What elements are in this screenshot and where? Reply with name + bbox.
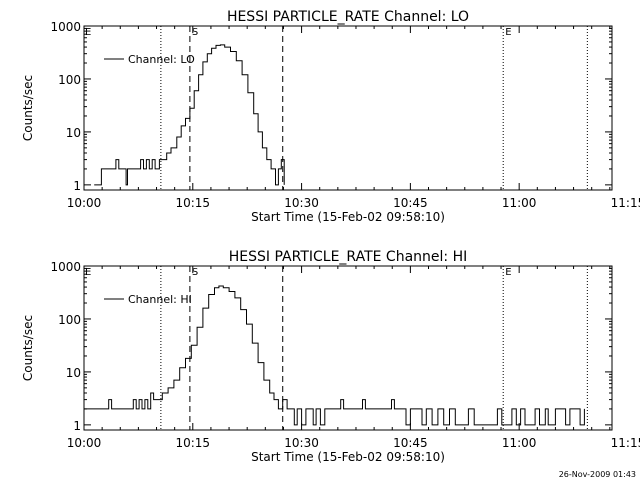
- legend-label: Channel: HI: [128, 293, 192, 306]
- marker-s: S: [192, 27, 198, 38]
- series-line: [84, 285, 585, 426]
- marker-left-e: E: [85, 27, 91, 38]
- x-tick-label: 11:00: [502, 436, 537, 450]
- footer-timestamp: 26-Nov-2009 01:43: [559, 470, 636, 479]
- x-tick-label: 11:00: [502, 196, 537, 210]
- x-axis-label: Start Time (15-Feb-02 09:58:10): [251, 210, 445, 224]
- marker-left-e: E: [85, 267, 91, 278]
- y-tick-label: 100: [58, 313, 81, 327]
- chart-panel-hi: HESSI PARTICLE_RATE Channel: HI Start Tim…: [21, 249, 640, 464]
- y-tick-label: 10: [66, 126, 81, 140]
- x-tick-label: 10:15: [175, 196, 210, 210]
- marker-e: E: [505, 27, 511, 38]
- x-axis-label: Start Time (15-Feb-02 09:58:10): [251, 450, 445, 464]
- y-axis-label: Counts/sec: [21, 315, 35, 381]
- y-tick-label: 1: [73, 179, 81, 193]
- y-tick-label: 1: [73, 419, 81, 433]
- y-axis-label: Counts/sec: [21, 75, 35, 141]
- chart-title: HESSI PARTICLE_RATE Channel: HI: [229, 249, 467, 265]
- legend-label: Channel: LO: [128, 53, 195, 66]
- y-tick-label: 100: [58, 73, 81, 87]
- chart-title: HESSI PARTICLE_RATE Channel: LO: [227, 9, 469, 25]
- x-tick-label: 10:45: [393, 196, 428, 210]
- y-tick-label: 10: [66, 366, 81, 380]
- x-tick-label: 10:00: [67, 436, 102, 450]
- x-tick-label: 10:45: [393, 436, 428, 450]
- plot-frame: [83, 265, 613, 431]
- series-line: [94, 44, 285, 186]
- x-tick-label: 10:30: [284, 436, 319, 450]
- y-tick-label: 1000: [50, 260, 81, 274]
- x-tick-label: 11:15: [611, 196, 640, 210]
- x-tick-label: 10:00: [67, 196, 102, 210]
- plot-frame: [83, 25, 613, 191]
- x-tick-label: 10:30: [284, 196, 319, 210]
- chart-panel-lo: HESSI PARTICLE_RATE Channel: LO Start Tim…: [21, 9, 640, 224]
- y-tick-label: 1000: [50, 20, 81, 34]
- x-tick-label: 10:15: [175, 436, 210, 450]
- marker-e: E: [505, 267, 511, 278]
- x-tick-label: 11:15: [611, 436, 640, 450]
- marker-s: S: [192, 267, 198, 278]
